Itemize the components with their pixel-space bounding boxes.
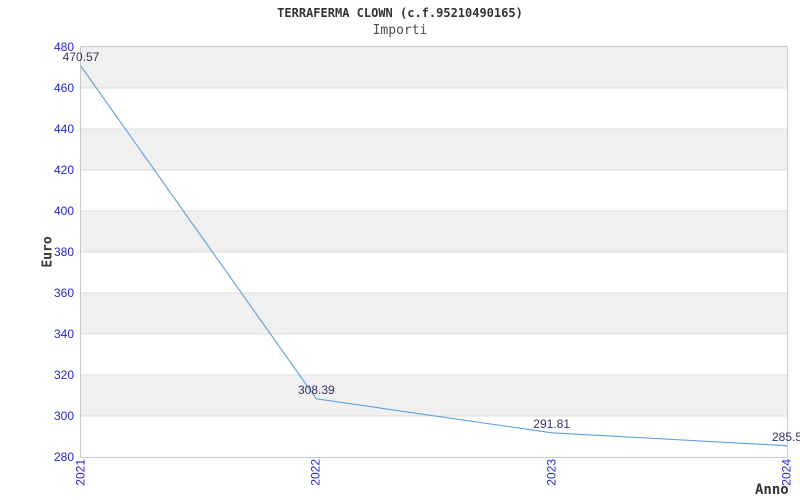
- chart-subtitle: Importi: [372, 23, 428, 38]
- data-line: [80, 66, 788, 447]
- point-label: 285.5: [771, 429, 800, 444]
- y-tick-label: 300: [53, 409, 74, 423]
- chart-title: TERRAFERMA CLOWN (c.f.95210490165): [277, 6, 523, 20]
- y-tick-label: 380: [53, 245, 74, 259]
- y-tick-label: 320: [53, 368, 74, 382]
- x-axis-title: Anno: [755, 482, 789, 498]
- y-tick-label: 480: [53, 40, 74, 54]
- y-tick-label: 280: [53, 450, 74, 464]
- y-tick-label: 400: [53, 204, 74, 218]
- point-label: 308.39: [297, 382, 335, 397]
- y-tick-label: 340: [53, 327, 74, 341]
- plot-area: [80, 46, 788, 458]
- y-tick-label: 460: [53, 81, 74, 95]
- line-series-svg: [80, 66, 788, 447]
- y-tick-label: 360: [53, 286, 74, 300]
- y-tick-label: 420: [53, 163, 74, 177]
- point-label: 470.57: [62, 50, 100, 65]
- point-label: 291.81: [533, 416, 571, 431]
- y-tick-label: 440: [53, 122, 74, 136]
